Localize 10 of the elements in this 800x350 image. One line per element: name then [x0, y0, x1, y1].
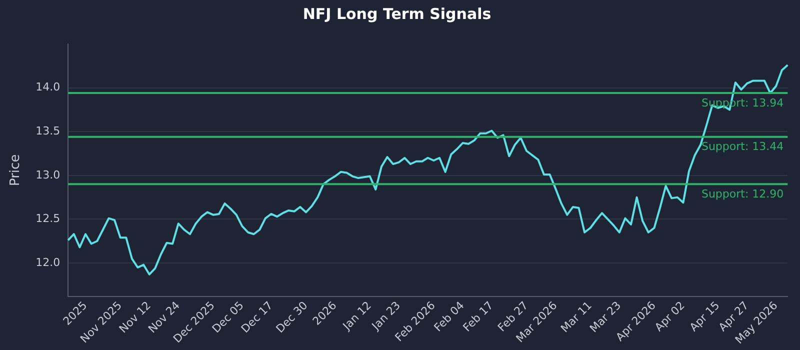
chart-title: NFJ Long Term Signals: [302, 4, 492, 23]
y-tick-label: 14.0: [36, 80, 60, 94]
y-axis-title: Price: [8, 154, 24, 186]
y-tick-label: 12.5: [36, 212, 60, 226]
y-tick-label: 13.0: [36, 168, 60, 182]
ref-line-label: Support: 12.90: [701, 188, 784, 201]
ref-line-label: Support: 13.44: [701, 140, 784, 154]
x-tick-label: Dec 30: [274, 298, 310, 336]
y-tick-label: 12.0: [36, 256, 60, 269]
y-tick-label: 13.5: [36, 124, 60, 138]
